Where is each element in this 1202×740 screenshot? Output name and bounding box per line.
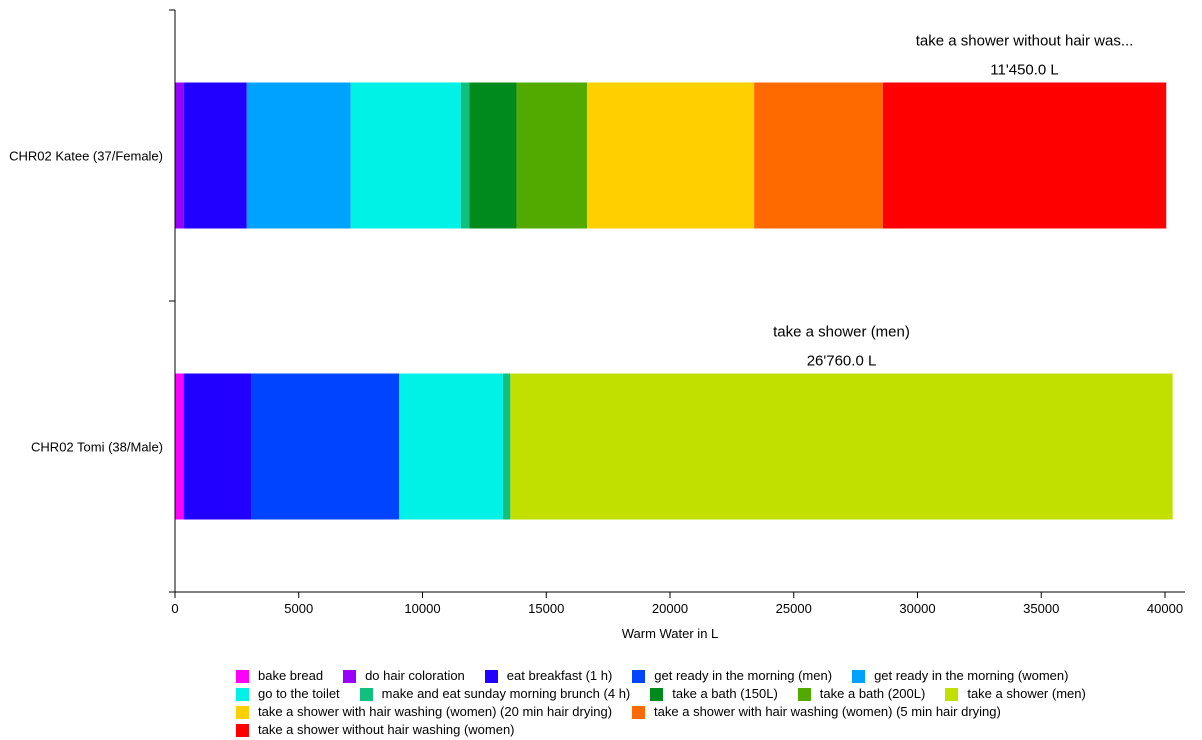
axes-layer <box>169 9 1185 598</box>
legend-swatch <box>236 687 249 701</box>
x-tick-label: 15000 <box>528 601 564 616</box>
bar-segment <box>350 82 461 229</box>
legend-row: take a shower with hair washing (women) … <box>236 703 1186 721</box>
legend-item: eat breakfast (1 h) <box>484 667 613 685</box>
bar-segment <box>510 373 1173 520</box>
legend-label: take a shower with hair washing (women) … <box>258 704 613 719</box>
legend-row: bake bread do hair coloration eat breakfas… <box>236 667 1186 685</box>
legend-label: take a bath (150L) <box>672 686 778 701</box>
legend-swatch <box>797 687 811 701</box>
legend-swatch <box>632 669 646 683</box>
legend-swatch <box>632 705 646 719</box>
legend-label: eat breakfast (1 h) <box>506 668 613 683</box>
x-tick-label: 30000 <box>899 601 935 616</box>
stacked-bar-chart: CHR02 Katee (37/Female) take a shower wit… <box>9 9 1185 642</box>
bar-segment <box>398 373 503 520</box>
legend-swatch <box>343 669 357 683</box>
legend-label: take a shower (men) <box>967 686 1086 701</box>
legend-item: take a shower without hair washing (wome… <box>236 721 515 739</box>
x-tick-label: 5000 <box>284 601 313 616</box>
legend-swatch <box>945 687 959 701</box>
legend-label: take a shower with hair washing (women) … <box>654 704 1001 719</box>
x-tick-label: 0 <box>171 601 178 616</box>
legend-item: take a shower with hair washing (women) … <box>236 703 612 721</box>
bar-segment <box>183 373 252 520</box>
legend-item: get ready in the morning (men) <box>632 667 832 685</box>
x-tick-label: 35000 <box>1023 601 1059 616</box>
legend-label: take a bath (200L) <box>819 686 926 701</box>
legend-label: take a shower without hair washing (wome… <box>258 722 515 737</box>
legend-item: do hair coloration <box>343 667 465 685</box>
legend-item: go to the toilet <box>236 685 340 703</box>
x-tick-label: 40000 <box>1147 601 1183 616</box>
x-tick-label: 25000 <box>776 601 812 616</box>
legend-item: take a bath (200L) <box>797 685 926 703</box>
legend-label: get ready in the morning (men) <box>654 668 833 683</box>
bar-segment <box>587 82 755 229</box>
bar-segment <box>460 82 470 229</box>
legend-swatch <box>650 687 664 701</box>
legend-label: bake bread <box>258 668 324 683</box>
legend-item: take a shower (men) <box>945 685 1086 703</box>
category-label: CHR02 Katee (37/Female) <box>9 149 163 164</box>
x-axis-title: Warm Water in L <box>622 626 719 641</box>
x-tick-label: 10000 <box>404 601 440 616</box>
legend-item: get ready in the morning (women) <box>852 667 1068 685</box>
legend: bake bread do hair coloration eat breakfas… <box>236 667 1186 739</box>
bar-segment <box>516 82 588 229</box>
annotation-value: 11'450.0 L <box>990 62 1058 79</box>
bar-segment <box>469 82 517 229</box>
labels-layer: CHR02 Katee (37/Female) take a shower wit… <box>9 33 1183 642</box>
legend-swatch <box>236 723 249 737</box>
legend-label: do hair coloration <box>365 668 465 683</box>
bar-segment <box>175 82 184 229</box>
legend-item: take a shower with hair washing (women) … <box>632 703 1001 721</box>
legend-item: make and eat sunday morning brunch (4 h) <box>359 685 631 703</box>
bar-segment <box>175 373 184 520</box>
legend-swatch <box>236 705 249 719</box>
legend-swatch <box>236 669 249 683</box>
x-tick-label: 20000 <box>652 601 688 616</box>
legend-row: take a shower without hair washing (wome… <box>236 721 1186 739</box>
legend-swatch <box>852 669 866 683</box>
bar-segment <box>502 373 511 520</box>
legend-swatch <box>359 687 373 701</box>
legend-label: make and eat sunday morning brunch (4 h) <box>381 686 631 701</box>
bar-segment <box>882 82 1167 229</box>
annotation-name: take a shower (men) <box>773 324 910 341</box>
legend-swatch <box>484 669 498 683</box>
bar-segment <box>183 82 247 229</box>
legend-row: go to the toilet make and eat sunday morn… <box>236 685 1186 703</box>
annotation-value: 26'760.0 L <box>807 353 877 370</box>
category-label: CHR02 Tomi (38/Male) <box>31 440 163 455</box>
bar-segment <box>251 373 399 520</box>
legend-item: take a bath (150L) <box>650 685 778 703</box>
legend-label: go to the toilet <box>258 686 340 701</box>
bar-segment <box>246 82 351 229</box>
bars-layer <box>175 82 1173 520</box>
annotation-name: take a shower without hair was... <box>916 33 1134 50</box>
legend-label: get ready in the morning (women) <box>874 668 1069 683</box>
bar-segment <box>754 82 883 229</box>
legend-item: bake bread <box>236 667 323 685</box>
